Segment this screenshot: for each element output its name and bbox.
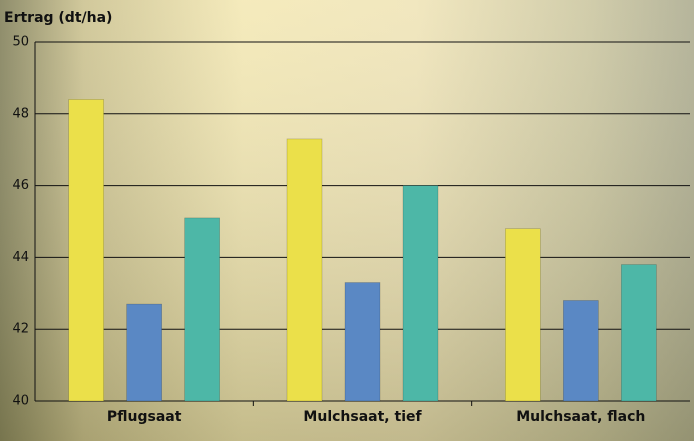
bar [402, 185, 439, 402]
x-tick-label: Mulchsaat, tief [303, 409, 422, 425]
y-tick-label: 46 [12, 178, 29, 193]
bar [126, 303, 162, 402]
bar [344, 282, 381, 402]
bar [68, 99, 104, 402]
bar [563, 300, 599, 402]
bar [621, 264, 657, 402]
y-tick-label: 42 [12, 322, 29, 337]
y-tick-label: 50 [12, 35, 29, 50]
bar [286, 138, 323, 402]
y-tick-label: 40 [12, 394, 29, 409]
x-tick-label: Pflugsaat [107, 409, 182, 425]
bar [505, 228, 541, 402]
y-tick-label: 48 [12, 106, 29, 121]
y-axis-label: Ertrag (dt/ha) [4, 10, 112, 26]
bar [184, 217, 220, 402]
y-tick-label: 44 [12, 250, 29, 265]
x-tick-label: Mulchsaat, flach [516, 409, 645, 425]
